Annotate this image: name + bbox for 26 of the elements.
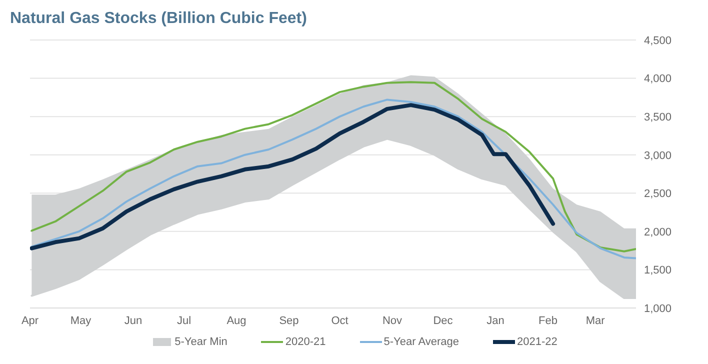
x-tick-label: Oct (331, 314, 348, 327)
x-tick-label: Sep (279, 314, 299, 327)
x-tick-label: Mar (586, 314, 606, 327)
x-tick-label: Apr (21, 314, 39, 327)
y-tick-label: 2,500 (644, 188, 672, 200)
x-tick-label: Jan (486, 314, 504, 327)
y-tick-label: 3,500 (644, 111, 672, 124)
y-tick-label: 3,000 (644, 150, 672, 162)
y-tick-label: 1,500 (644, 264, 672, 277)
y-tick-label: 4,500 (644, 34, 672, 47)
x-tick-label: Nov (382, 314, 403, 327)
x-tick-label: Dec (433, 314, 454, 327)
x-tick-label: May (70, 314, 92, 327)
y-tick-label: 1,000 (644, 302, 672, 315)
legend-label: 2020-21 (285, 336, 326, 348)
x-tick-label: Jun (124, 314, 142, 327)
x-tick-label: Jul (177, 314, 192, 327)
y-tick-label: 4,000 (644, 73, 672, 86)
chart-title: Natural Gas Stocks (Billion Cubic Feet) (9, 9, 308, 29)
legend-label: 5-Year Min (174, 336, 228, 348)
line-series (30, 103, 556, 250)
legend-label: 5-Year Average (384, 336, 460, 348)
x-tick-label: Aug (226, 314, 246, 327)
y-tick-label: 2,000 (644, 226, 672, 238)
legend-label: 2021-22 (517, 336, 558, 348)
x-tick-label: Feb (538, 314, 558, 327)
